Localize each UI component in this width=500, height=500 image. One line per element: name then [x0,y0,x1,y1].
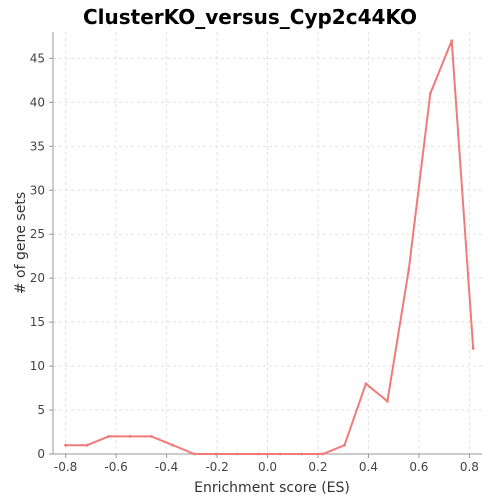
chart-title: ClusterKO_versus_Cyp2c44KO [83,5,417,29]
x-tick-label: 0.2 [308,460,327,474]
series-line-0 [65,39,475,455]
y-tick-label: 0 [37,447,45,461]
y-tick-label: 35 [30,139,45,153]
y-axis-label: # of gene sets [13,192,29,294]
y-tick-label: 25 [30,227,45,241]
data-point [64,443,67,447]
data-point [321,452,325,456]
y-axis-ticks: 0 5 10 15 20 25 30 35 40 45 [30,51,53,461]
x-axis-ticks: -0.8 -0.6 -0.4 -0.2 0.0 0.2 0.4 0.6 0.8 [54,454,479,474]
data-point [150,435,153,438]
data-point [171,443,175,447]
y-tick-label: 30 [30,183,45,197]
x-tick-label: -0.8 [54,460,77,474]
x-tick-label: -0.2 [205,460,228,474]
data-point [364,382,368,386]
data-point [428,92,432,95]
x-tick-label: 0.0 [258,460,277,474]
series-layer [64,39,475,456]
x-tick-label: 0.4 [359,460,378,474]
y-tick-label: 15 [30,315,45,329]
grid [53,32,482,455]
data-point [85,443,89,447]
data-point [257,452,261,456]
data-point [107,435,110,438]
data-point [471,347,475,350]
x-axis-label: Enrichment score (ES) [194,480,350,496]
x-tick-label: 0.8 [460,460,479,474]
data-point [386,399,389,403]
y-tick-label: 10 [30,359,45,373]
data-point [407,268,411,271]
data-point [235,452,239,456]
y-tick-label: 45 [30,51,45,65]
y-tick-label: 20 [30,271,45,285]
data-point [278,452,282,456]
y-tick-label: 5 [37,403,45,417]
data-point [192,452,196,456]
x-tick-label: -0.4 [155,460,178,474]
data-point [128,435,132,438]
data-point [214,452,218,456]
data-point [300,452,303,456]
x-tick-label: 0.6 [409,460,428,474]
plot-area: -0.8 -0.6 -0.4 -0.2 0.0 0.2 0.4 0.6 0.8 0 5 10 15 20… [30,32,482,474]
data-point [343,443,346,447]
y-tick-label: 40 [30,95,45,109]
x-tick-label: -0.6 [104,460,127,474]
data-point [450,39,454,43]
